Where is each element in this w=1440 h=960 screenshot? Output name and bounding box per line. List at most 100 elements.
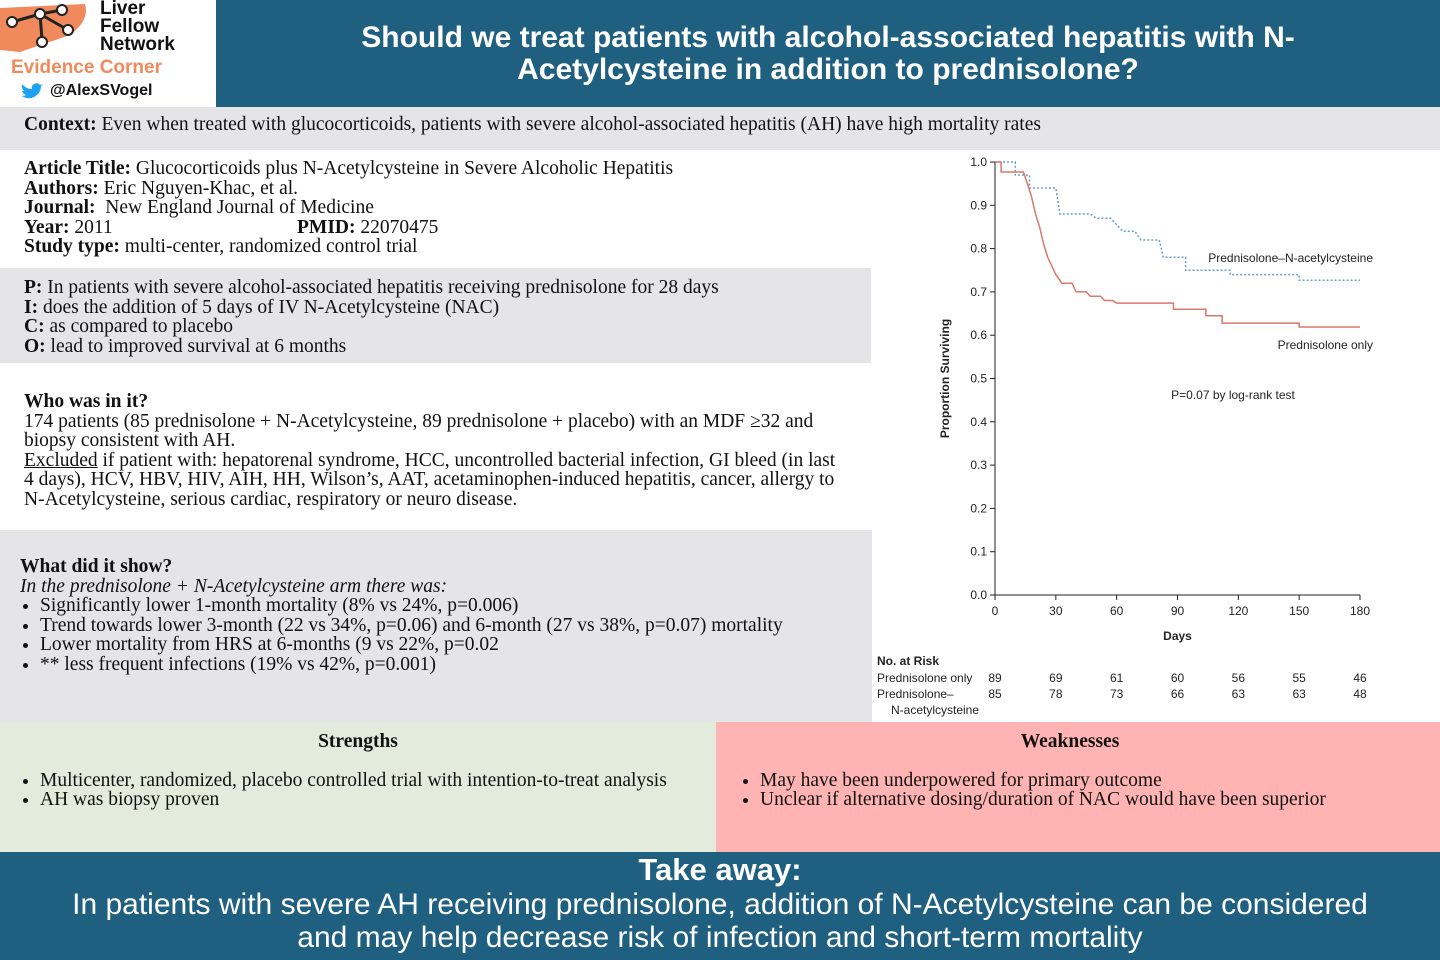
x-tick-label: 60 bbox=[1110, 604, 1124, 618]
y-tick-label: 0.7 bbox=[970, 285, 987, 299]
weaknesses: Weaknesses May have been underpowered fo… bbox=[716, 722, 1440, 852]
y-tick-label: 0.4 bbox=[970, 415, 987, 429]
bullet: May have been underpowered for primary o… bbox=[760, 770, 1420, 791]
pico-text: In patients with severe alcohol-associat… bbox=[47, 277, 719, 298]
y-tick-label: 1.0 bbox=[970, 155, 987, 169]
pico-label: P: bbox=[24, 277, 43, 298]
risk-title: No. at Risk bbox=[877, 654, 939, 668]
survival-curve bbox=[995, 161, 1360, 328]
x-tick-label: 120 bbox=[1228, 604, 1248, 618]
pico-row: C: as compared to placebo bbox=[24, 317, 847, 337]
pico: P: In patients with severe alcohol-assoc… bbox=[0, 268, 871, 363]
bullet: Unclear if alternative dosing/duration o… bbox=[760, 790, 1420, 810]
y-tick-label: 0.6 bbox=[970, 328, 987, 342]
risk-label: Prednisolone only bbox=[877, 671, 972, 685]
takeaway-text: In patients with severe AH receiving pre… bbox=[72, 888, 1368, 954]
header-title: Should we treat patients with alcohol-as… bbox=[216, 0, 1440, 107]
section-heading: What did it show? bbox=[20, 556, 173, 577]
who-text: 174 patients (85 prednisolone + N-Acetyl… bbox=[24, 410, 814, 451]
brand: Evidence Corner bbox=[11, 57, 162, 78]
risk-value: 56 bbox=[1232, 671, 1246, 685]
bullet: ** less frequent infections (19% vs 42%,… bbox=[40, 654, 800, 675]
risk-value: 69 bbox=[1049, 671, 1063, 685]
y-tick-label: 0.9 bbox=[970, 198, 987, 212]
risk-value: 89 bbox=[988, 671, 1002, 685]
field-value: Glucocorticoids plus N-Acetylcysteine in… bbox=[135, 158, 674, 179]
field-label: Year: bbox=[24, 216, 70, 238]
bullet: Multicenter, randomized, placebo control… bbox=[40, 770, 696, 791]
risk-value: 48 bbox=[1353, 687, 1367, 701]
risk-value: 55 bbox=[1292, 671, 1306, 685]
context: Context: Even when treated with glucocor… bbox=[0, 107, 1440, 150]
risk-value: 46 bbox=[1353, 671, 1367, 685]
twitter-icon bbox=[21, 83, 43, 99]
logo-area: Liver Fellow Network Evidence Corner @Al… bbox=[0, 0, 216, 107]
y-tick-label: 0.5 bbox=[970, 372, 987, 386]
field-label: PMID: bbox=[297, 216, 356, 238]
bullet: AH was biopsy proven bbox=[40, 790, 696, 810]
pico-row: I: does the addition of 5 days of IV N-A… bbox=[24, 296, 847, 318]
bullet-list: May have been underpowered for primary o… bbox=[720, 770, 1420, 810]
logo-text: Liver Fellow Network bbox=[100, 0, 175, 54]
field-value: Eric Nguyen-Khac, et al. bbox=[103, 177, 299, 199]
pico-label: C: bbox=[24, 316, 45, 337]
risk-value: 63 bbox=[1232, 687, 1246, 701]
x-tick-label: 150 bbox=[1289, 604, 1309, 618]
pico-text: does the addition of 5 days of IV N-Acet… bbox=[42, 296, 500, 318]
field-label: Article Title: bbox=[24, 158, 132, 179]
x-tick-label: 90 bbox=[1171, 604, 1185, 618]
section-heading: Who was in it? bbox=[24, 391, 149, 412]
handle: @AlexSVogel bbox=[50, 82, 153, 99]
x-tick-label: 0 bbox=[992, 604, 999, 618]
y-tick-label: 0.8 bbox=[970, 242, 987, 256]
x-tick-label: 180 bbox=[1350, 604, 1370, 618]
y-axis-label: Proportion Surviving bbox=[938, 319, 952, 438]
field-label: Study type: bbox=[24, 236, 120, 257]
risk-value: 85 bbox=[988, 687, 1002, 701]
chart: 0.0 0.1 0.2 0.3 0.4 0.5 0.6 0.7 0.8 0.9 1.0 0 30 60 90… bbox=[877, 155, 1373, 717]
pico-label: O: bbox=[24, 335, 46, 357]
logo-line: Liver bbox=[100, 0, 146, 19]
survival-curve bbox=[995, 161, 1360, 281]
pico-text: lead to improved survival at 6 months bbox=[50, 335, 347, 357]
field-value: 22070475 bbox=[360, 216, 439, 238]
series-label: Prednisolone–N-acetylcysteine bbox=[1208, 251, 1373, 265]
y-tick-label: 0.1 bbox=[970, 545, 987, 559]
x-axis-label: Days bbox=[1163, 629, 1192, 643]
risk-value: 78 bbox=[1049, 687, 1063, 701]
y-tick-label: 0.3 bbox=[970, 458, 987, 472]
showed: What did it show? In the prednisolone + … bbox=[0, 530, 872, 722]
takeaway-heading: Take away: bbox=[638, 852, 802, 887]
bullet: Significantly lower 1-month mortality (8… bbox=[40, 596, 800, 616]
field-value: multi-center, randomized control trial bbox=[124, 236, 418, 257]
risk-value: 60 bbox=[1171, 671, 1185, 685]
field-label: Authors: bbox=[24, 177, 99, 199]
logo-icon bbox=[0, 4, 86, 52]
pico-row: P: In patients with severe alcohol-assoc… bbox=[24, 278, 847, 298]
risk-value: 61 bbox=[1110, 671, 1124, 685]
excluded-text: if patient with: hepatorenal syndrome, H… bbox=[24, 449, 836, 510]
series-label: Prednisolone only bbox=[1278, 338, 1373, 352]
section-heading: Weaknesses bbox=[1020, 731, 1120, 752]
y-tick-label: 0.0 bbox=[970, 588, 987, 602]
risk-label: Prednisolone– bbox=[877, 687, 954, 701]
section-heading: Strengths bbox=[318, 731, 398, 752]
annotation: P=0.07 by log-rank test bbox=[1171, 388, 1295, 402]
pico-row: O: lead to improved survival at 6 months bbox=[24, 335, 847, 357]
who: Who was in it? 174 patients (85 predniso… bbox=[24, 392, 844, 509]
x-tick-label: 30 bbox=[1049, 604, 1063, 618]
pico-text: as compared to placebo bbox=[49, 316, 233, 337]
risk-value: 63 bbox=[1292, 687, 1306, 701]
takeaway: Take away: In patients with severe AH re… bbox=[0, 852, 1440, 960]
risk-label: N-acetylcysteine bbox=[891, 703, 979, 717]
context-text: Even when treated with glucocorticoids, … bbox=[101, 114, 1041, 135]
risk-value: 73 bbox=[1110, 687, 1124, 701]
bullet-list: Significantly lower 1-month mortality (8… bbox=[20, 596, 800, 674]
field-value: 2011 bbox=[74, 216, 113, 238]
logo-line: Fellow bbox=[100, 16, 160, 37]
logo-line: Network bbox=[100, 34, 175, 55]
pico-label: I: bbox=[24, 296, 39, 318]
context-label: Context: bbox=[24, 114, 97, 135]
field-label: Journal: bbox=[24, 197, 96, 218]
